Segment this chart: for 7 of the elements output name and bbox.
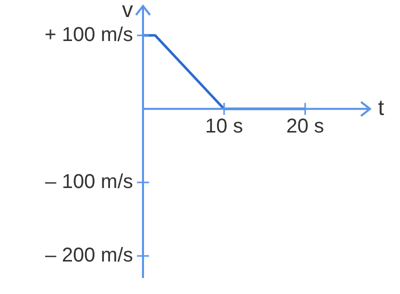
- x-tick-label: 20 s: [286, 115, 324, 138]
- y-axis-title: v: [122, 0, 133, 22]
- x-tick-label: 10 s: [205, 115, 243, 138]
- y-tick-label: – 100 m/s: [45, 170, 133, 193]
- y-tick-label: – 200 m/s: [45, 244, 133, 266]
- x-axis-title: t: [378, 94, 384, 120]
- y-tick-label: + 100 m/s: [44, 24, 133, 46]
